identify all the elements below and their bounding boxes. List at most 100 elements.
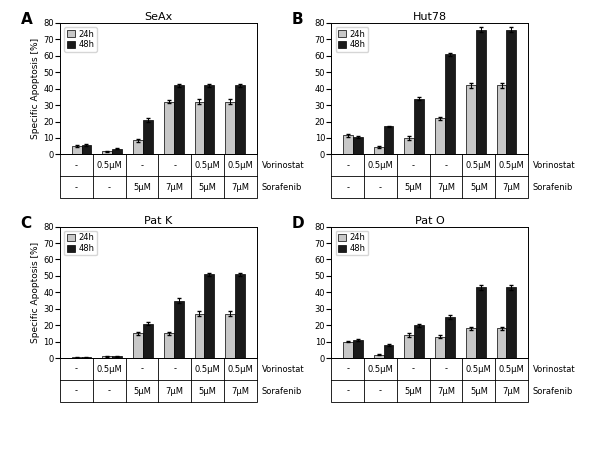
Bar: [466, 85, 476, 154]
Text: A: A: [20, 12, 32, 28]
Text: 0.5μM: 0.5μM: [466, 161, 492, 170]
Bar: [506, 287, 517, 358]
Text: -: -: [107, 386, 110, 396]
Text: Vorinostat: Vorinostat: [262, 364, 304, 374]
Bar: [383, 126, 394, 154]
Bar: [445, 54, 455, 154]
Bar: [112, 356, 122, 358]
Bar: [435, 336, 445, 358]
Text: 7μM: 7μM: [166, 386, 184, 396]
Text: 0.5μM: 0.5μM: [499, 364, 524, 374]
Text: -: -: [75, 364, 78, 374]
Title: Pat K: Pat K: [144, 216, 172, 226]
Text: Sorafenib: Sorafenib: [533, 386, 573, 396]
Text: Sorafenib: Sorafenib: [533, 183, 573, 192]
Legend: 24h, 48h: 24h, 48h: [64, 231, 97, 256]
Bar: [225, 102, 235, 154]
Text: 5μM: 5μM: [470, 386, 488, 396]
Bar: [112, 149, 122, 154]
Bar: [435, 118, 445, 154]
Bar: [404, 138, 415, 154]
Bar: [164, 102, 173, 154]
Text: 5μM: 5μM: [133, 183, 151, 192]
Bar: [476, 29, 485, 154]
Bar: [71, 146, 82, 154]
Text: -: -: [140, 161, 143, 170]
Bar: [374, 147, 383, 154]
Text: 0.5μM: 0.5μM: [227, 364, 253, 374]
Text: 5μM: 5μM: [199, 183, 217, 192]
Bar: [143, 324, 153, 358]
Bar: [103, 151, 112, 154]
Text: 7μM: 7μM: [231, 183, 249, 192]
Bar: [383, 345, 394, 358]
Bar: [343, 341, 353, 358]
Text: 0.5μM: 0.5μM: [368, 161, 394, 170]
Legend: 24h, 48h: 24h, 48h: [335, 27, 368, 52]
Text: -: -: [75, 161, 78, 170]
Bar: [133, 140, 143, 154]
Bar: [164, 333, 173, 358]
Bar: [205, 85, 214, 154]
Text: -: -: [445, 364, 448, 374]
Bar: [194, 313, 205, 358]
Title: Hut78: Hut78: [413, 12, 447, 22]
Bar: [194, 102, 205, 154]
Bar: [143, 120, 153, 154]
Bar: [506, 29, 517, 154]
Text: -: -: [107, 183, 110, 192]
Text: 0.5μM: 0.5μM: [499, 161, 524, 170]
Text: -: -: [412, 161, 415, 170]
Text: 0.5μM: 0.5μM: [194, 161, 220, 170]
Text: 7μM: 7μM: [166, 183, 184, 192]
Text: -: -: [346, 183, 349, 192]
Text: Vorinostat: Vorinostat: [533, 161, 575, 170]
Y-axis label: Specific Apoptosis [%]: Specific Apoptosis [%]: [31, 242, 40, 343]
Bar: [445, 317, 455, 358]
Text: 0.5μM: 0.5μM: [466, 364, 492, 374]
Bar: [374, 355, 383, 358]
Text: 5μM: 5μM: [404, 386, 422, 396]
Bar: [497, 329, 506, 358]
Text: Sorafenib: Sorafenib: [262, 183, 302, 192]
Bar: [476, 287, 485, 358]
Bar: [353, 340, 363, 358]
Text: -: -: [346, 161, 349, 170]
Title: Pat O: Pat O: [415, 216, 445, 226]
Text: D: D: [292, 216, 305, 231]
Text: 0.5μM: 0.5μM: [227, 161, 253, 170]
Text: 0.5μM: 0.5μM: [96, 364, 122, 374]
Bar: [71, 357, 82, 358]
Text: -: -: [346, 364, 349, 374]
Bar: [415, 325, 424, 358]
Bar: [353, 137, 363, 154]
Text: Sorafenib: Sorafenib: [262, 386, 302, 396]
Legend: 24h, 48h: 24h, 48h: [64, 27, 97, 52]
Text: 7μM: 7μM: [437, 183, 455, 192]
Text: 5μM: 5μM: [133, 386, 151, 396]
Text: -: -: [412, 364, 415, 374]
Text: 5μM: 5μM: [404, 183, 422, 192]
Bar: [103, 356, 112, 358]
Text: 5μM: 5μM: [199, 386, 217, 396]
Text: -: -: [346, 386, 349, 396]
Bar: [173, 301, 184, 358]
Bar: [173, 85, 184, 154]
Bar: [497, 85, 506, 154]
Bar: [225, 313, 235, 358]
Y-axis label: Specific Apoptosis [%]: Specific Apoptosis [%]: [31, 38, 40, 139]
Text: 7μM: 7μM: [231, 386, 249, 396]
Text: -: -: [379, 183, 382, 192]
Text: C: C: [20, 216, 32, 231]
Bar: [82, 357, 91, 358]
Text: 7μM: 7μM: [437, 386, 455, 396]
Text: -: -: [75, 183, 78, 192]
Bar: [235, 85, 245, 154]
Bar: [466, 329, 476, 358]
Text: -: -: [379, 386, 382, 396]
Bar: [205, 274, 214, 358]
Text: 0.5μM: 0.5μM: [96, 161, 122, 170]
Bar: [343, 135, 353, 154]
Text: 7μM: 7μM: [503, 386, 521, 396]
Title: SeAx: SeAx: [144, 12, 172, 22]
